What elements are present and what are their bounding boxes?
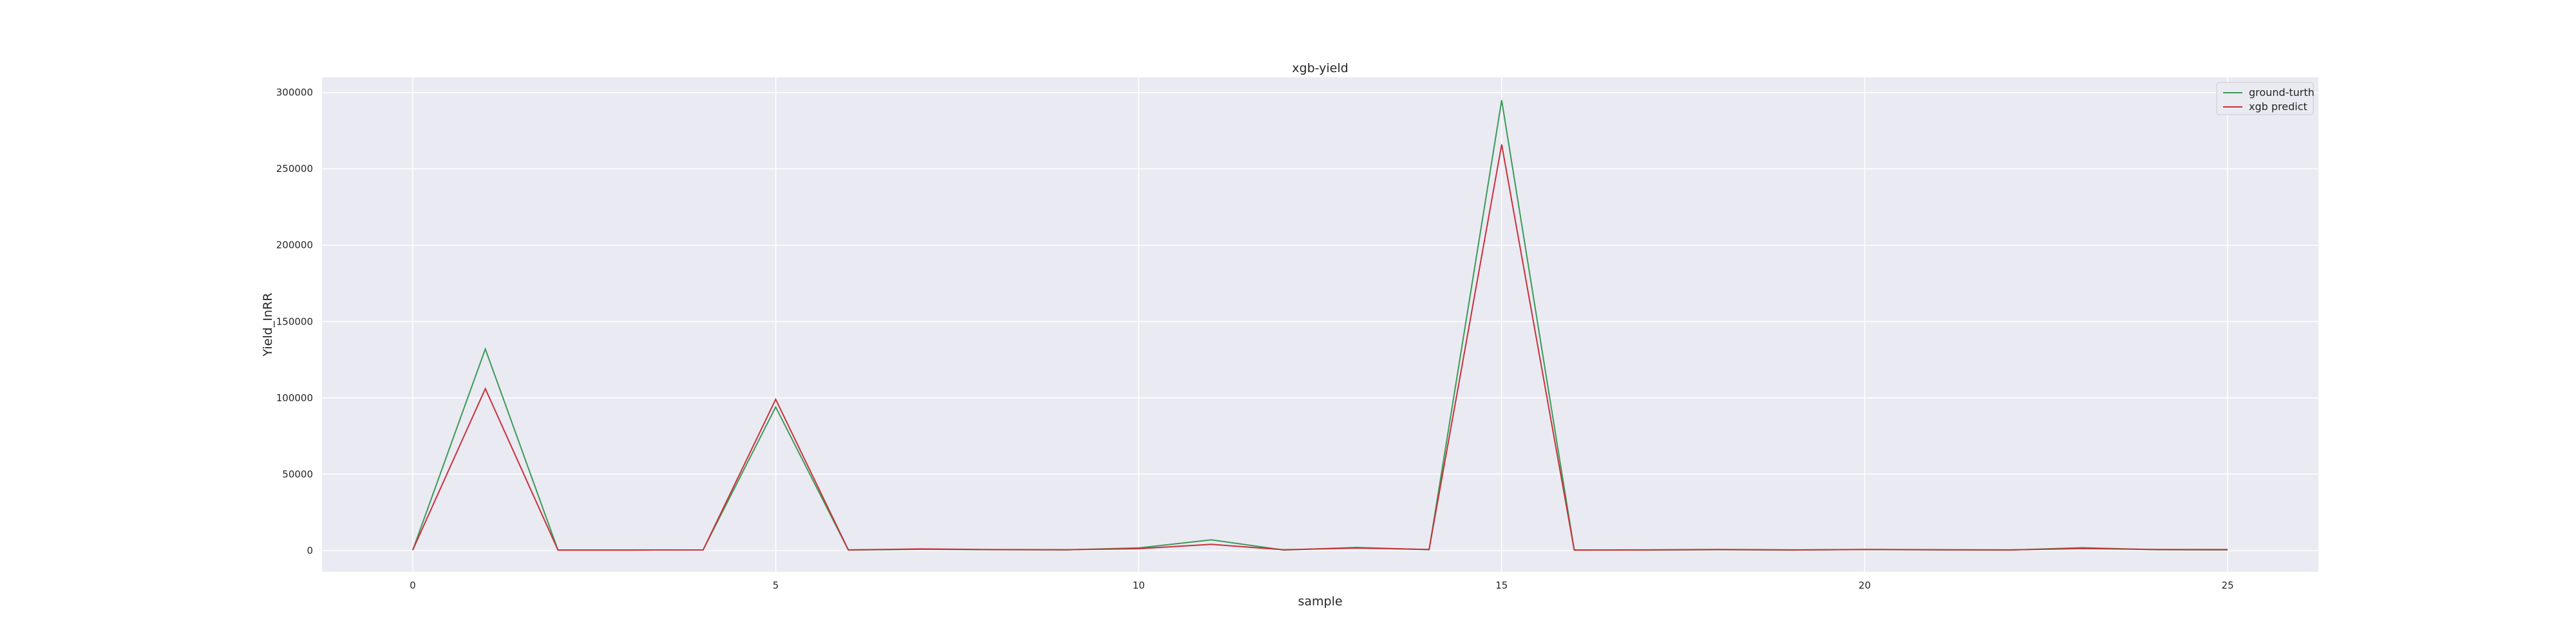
x-tick-label: 15 (1495, 580, 1508, 591)
x-tick-label: 20 (1859, 580, 1871, 591)
x-axis-label: sample (1298, 594, 1342, 609)
series-lines (412, 100, 2228, 551)
y-tick-label: 200000 (276, 240, 313, 251)
chart-title: xgb-yield (1292, 61, 1348, 75)
x-tick-label: 5 (773, 580, 779, 591)
x-axis-ticks: 0 5 10 15 20 25 (410, 580, 2234, 591)
y-tick-label: 150000 (276, 316, 313, 327)
y-tick-label: 100000 (276, 392, 313, 404)
series-line-xgb-predict (412, 144, 2228, 551)
y-axis-label: Yield_InRR (261, 293, 275, 357)
y-axis-ticks: 0 50000 100000 150000 200000 250000 300000 (276, 87, 313, 556)
x-tick-label: 0 (410, 580, 416, 591)
legend-label: ground-turth (2249, 86, 2315, 99)
grid-lines (322, 77, 2318, 572)
y-tick-label: 250000 (276, 163, 313, 175)
x-tick-label: 10 (1133, 580, 1145, 591)
y-tick-label: 0 (307, 545, 313, 556)
plot-area (322, 77, 2318, 572)
y-tick-label: 50000 (282, 468, 313, 480)
x-tick-label: 25 (2222, 580, 2234, 591)
y-tick-label: 300000 (276, 87, 313, 99)
legend-label: xgb predict (2249, 100, 2307, 113)
